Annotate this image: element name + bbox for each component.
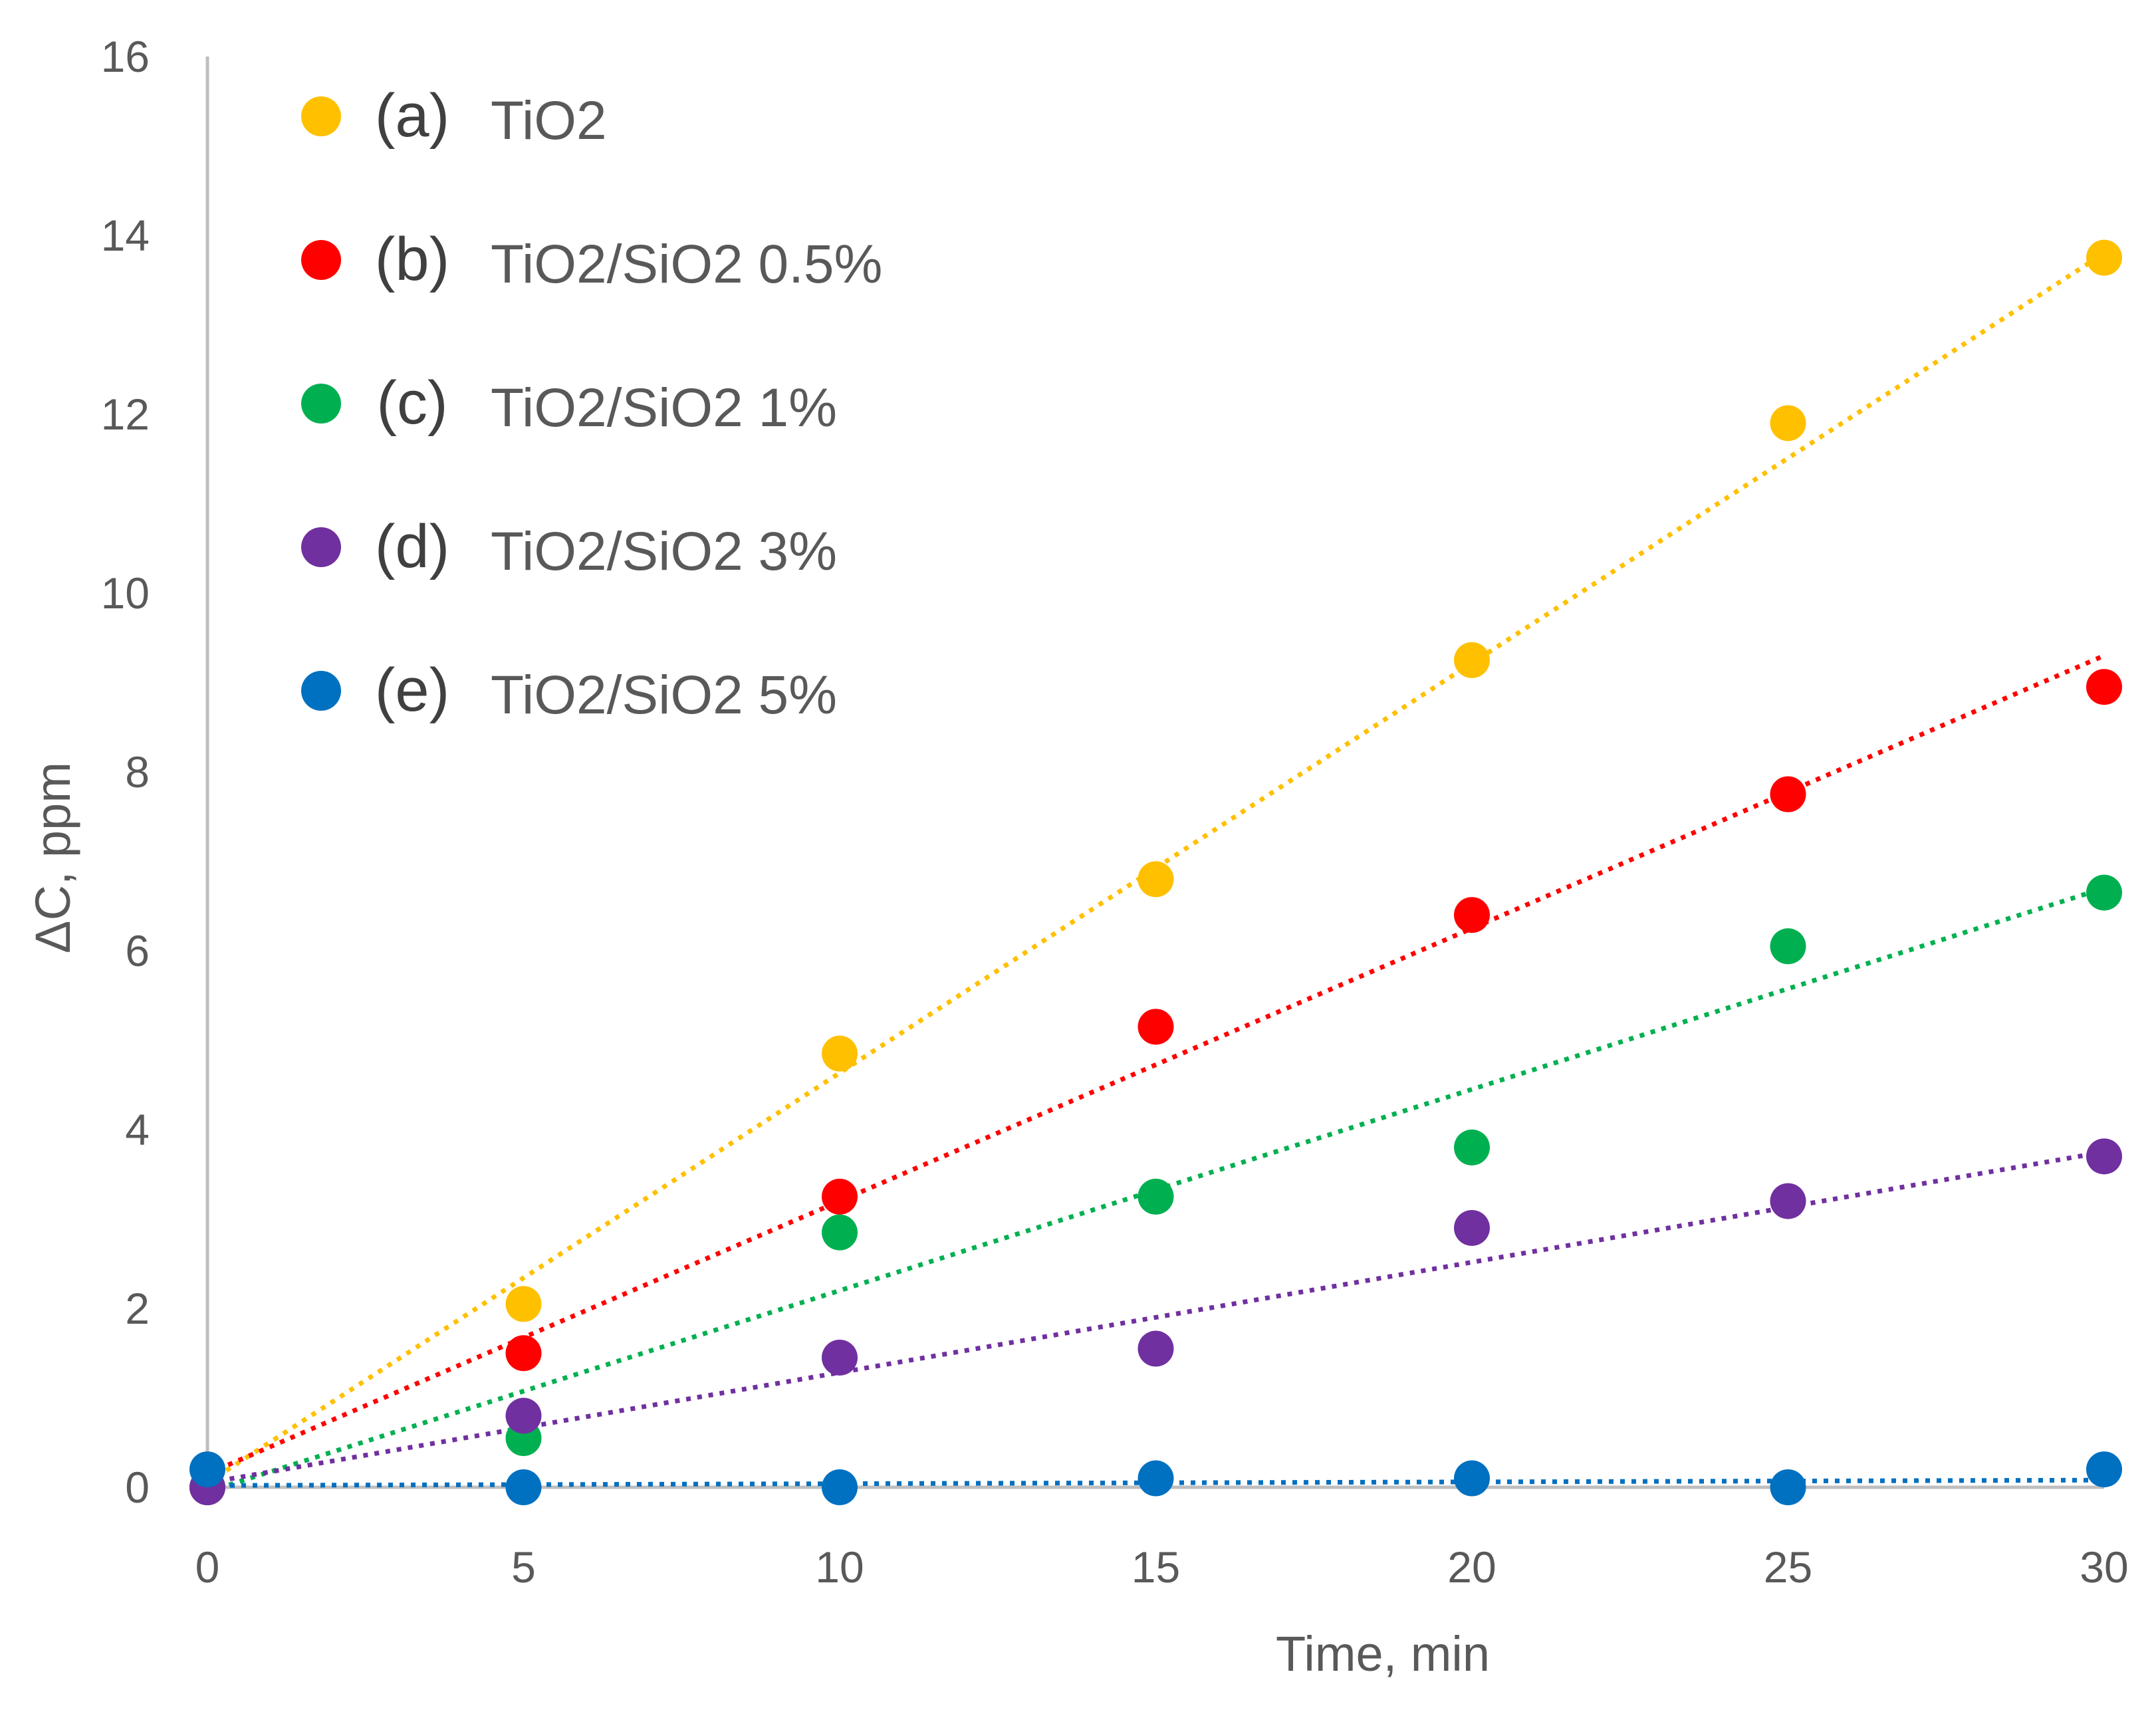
legend-label: TiO2/SiO2 1% [491,378,837,438]
legend-marker [301,527,341,567]
data-point [822,1178,858,1215]
data-point [822,1214,858,1251]
y-tick-label: 2 [125,1284,150,1333]
data-point [1138,1009,1174,1045]
y-tick-label: 0 [125,1463,150,1512]
legend-tag: (b) [375,225,449,293]
legend-entry: (c) TiO2/SiO2 1% [301,369,837,438]
data-point [1138,861,1174,898]
legend-marker [301,96,341,136]
legend-marker [301,240,341,280]
legend-tag: (e) [375,656,449,724]
legend-entry: (d) TiO2/SiO2 3% [301,513,837,582]
data-point [505,1335,542,1372]
y-tick-label: 8 [125,747,150,796]
data-point [505,1469,542,1505]
y-tick-label: 10 [101,568,150,618]
legend-label: TiO2 [491,90,607,151]
data-point [1770,776,1806,812]
data-point [1454,1460,1490,1497]
data-point [505,1398,542,1434]
y-axis-title: ΔC, ppm [25,762,80,953]
legend-tag: (a) [375,82,449,150]
data-point [2086,669,2122,705]
data-point [2086,1138,2122,1175]
x-tick-label: 0 [195,1542,220,1592]
data-point [822,1339,858,1376]
data-point [2086,239,2122,276]
data-point [1454,1209,1490,1246]
y-tick-label: 4 [125,1105,150,1154]
legend-marker [301,384,341,424]
y-tick-label: 6 [125,926,150,975]
legend-tag: (c) [376,369,447,437]
legend-label: TiO2/SiO2 3% [491,521,837,582]
data-point [822,1035,858,1072]
trendline [206,251,2105,1485]
data-point [1138,1460,1174,1497]
legend-label: TiO2/SiO2 0.5% [491,234,882,295]
axis-titles: Time, min ΔC, ppm [25,762,1490,1681]
x-axis-title: Time, min [1276,1626,1490,1681]
data-point [1770,1183,1806,1219]
data-point [1138,1330,1174,1367]
data-point [2086,1451,2122,1488]
x-tick-label: 20 [1447,1542,1496,1592]
data-point [1770,1469,1806,1505]
data-point [1770,928,1806,965]
legend: (a) TiO2(b) TiO2/SiO2 0.5%(c) TiO2/SiO2 1%(… [301,82,882,725]
x-tick-label: 30 [2080,1542,2128,1592]
legend-entry: (b) TiO2/SiO2 0.5% [301,225,882,295]
x-tick-label: 5 [511,1542,536,1592]
points-layer [189,239,2122,1505]
data-point [822,1469,858,1505]
data-point [1454,897,1490,933]
x-tick-label: 15 [1132,1542,1180,1592]
legend-entry: (e) TiO2/SiO2 5% [301,656,837,725]
y-tick-label: 12 [101,390,150,439]
legend-tag: (d) [375,513,449,580]
data-point [1770,405,1806,441]
y-tick-label: 16 [101,32,150,81]
data-point [189,1451,225,1488]
data-point [1454,1129,1490,1165]
legend-marker [301,671,341,711]
x-tick-label: 25 [1764,1542,1812,1592]
y-tick-label: 14 [101,211,150,260]
data-point [1454,642,1490,678]
data-point [505,1286,542,1322]
data-point [1138,1178,1174,1215]
legend-label: TiO2/SiO2 5% [491,665,837,725]
legend-entry: (a) TiO2 [301,82,607,151]
x-tick-label: 10 [815,1542,864,1592]
data-point [2086,874,2122,911]
